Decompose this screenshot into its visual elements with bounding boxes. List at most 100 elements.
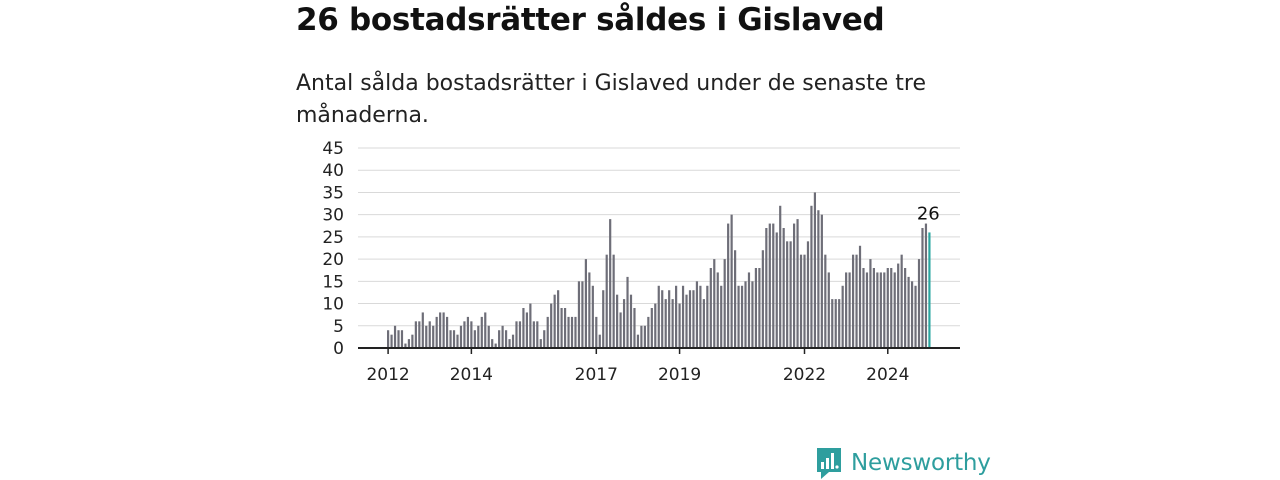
bar <box>813 192 817 348</box>
bar <box>862 268 865 348</box>
bar <box>661 290 664 348</box>
value-labels: 26 <box>917 203 940 224</box>
bar <box>869 259 872 348</box>
bar <box>685 294 688 348</box>
bar <box>504 330 508 348</box>
bar <box>817 210 820 348</box>
bar <box>692 290 695 348</box>
newsworthy-logo: Newsworthy <box>815 446 991 480</box>
bar <box>629 294 633 348</box>
bar <box>577 281 581 348</box>
bar <box>581 281 584 348</box>
bar <box>907 276 910 348</box>
bar <box>904 268 907 348</box>
bar <box>709 268 712 348</box>
bar <box>921 228 924 348</box>
bar <box>563 308 567 348</box>
bars <box>387 192 931 348</box>
bar <box>567 316 570 348</box>
y-tick-label: 25 <box>322 228 344 248</box>
bar <box>588 272 591 348</box>
bar <box>834 299 837 348</box>
bar <box>890 268 893 348</box>
bar <box>786 241 789 348</box>
bar <box>428 321 431 348</box>
bar <box>768 223 771 348</box>
bar <box>688 290 692 348</box>
bar <box>650 308 653 348</box>
bar <box>806 241 810 348</box>
bar <box>664 299 667 348</box>
bar <box>876 272 879 348</box>
bar <box>900 254 903 348</box>
bar <box>636 334 640 348</box>
y-tick-label: 20 <box>322 250 344 270</box>
page-title: 26 bostadsrätter såldes i Gislaved <box>296 2 885 38</box>
bar <box>435 316 438 348</box>
bar <box>831 299 834 348</box>
bar <box>872 268 875 348</box>
y-tick-label: 30 <box>322 206 344 226</box>
chart-subtitle: Antal sålda bostadsrätter i Gislaved und… <box>296 71 926 128</box>
bar <box>529 303 532 348</box>
bar <box>425 325 428 348</box>
bar <box>404 343 407 348</box>
bar <box>917 259 921 348</box>
bar <box>796 219 799 348</box>
bar <box>477 325 480 348</box>
bar <box>619 312 622 348</box>
bar <box>675 285 678 348</box>
bar <box>598 334 601 348</box>
bar <box>754 268 758 348</box>
bar <box>841 285 844 348</box>
bar <box>515 321 518 348</box>
bar <box>393 325 397 348</box>
bar <box>543 330 546 348</box>
y-tick-label: 40 <box>322 161 344 181</box>
bar <box>716 272 719 348</box>
bar <box>491 339 494 348</box>
bar <box>720 285 723 348</box>
y-tick-label: 10 <box>322 295 344 315</box>
bar <box>761 250 764 348</box>
bar <box>706 285 709 348</box>
x-tick-label: 2014 <box>450 365 493 385</box>
bar <box>803 254 806 348</box>
bar <box>498 330 501 348</box>
bar <box>602 290 605 348</box>
bar <box>612 254 615 348</box>
highlight-value-label: 26 <box>917 203 940 224</box>
bar <box>560 308 563 348</box>
bar <box>397 330 400 348</box>
bar <box>799 254 803 348</box>
bar <box>421 312 424 348</box>
bar <box>418 321 421 348</box>
bar <box>678 303 681 348</box>
bar <box>838 299 841 348</box>
bar <box>886 268 889 348</box>
bar <box>387 330 390 348</box>
bar <box>595 316 598 348</box>
x-tick-label: 2022 <box>783 365 826 385</box>
bar <box>779 205 782 348</box>
bar <box>775 232 778 348</box>
bar <box>897 263 900 348</box>
bar <box>557 290 560 348</box>
bar <box>591 285 594 348</box>
bar <box>699 285 702 348</box>
bar <box>445 316 449 348</box>
bar <box>553 294 556 348</box>
bar <box>550 303 553 348</box>
bar <box>893 272 896 348</box>
bar <box>810 205 813 348</box>
bar <box>522 308 525 348</box>
bar <box>501 325 504 348</box>
bar <box>480 316 483 348</box>
bar <box>858 245 862 348</box>
bar <box>668 290 671 348</box>
bar <box>827 272 830 348</box>
bar <box>536 321 539 348</box>
bar <box>758 268 761 348</box>
x-tick-label: 2017 <box>575 365 618 385</box>
